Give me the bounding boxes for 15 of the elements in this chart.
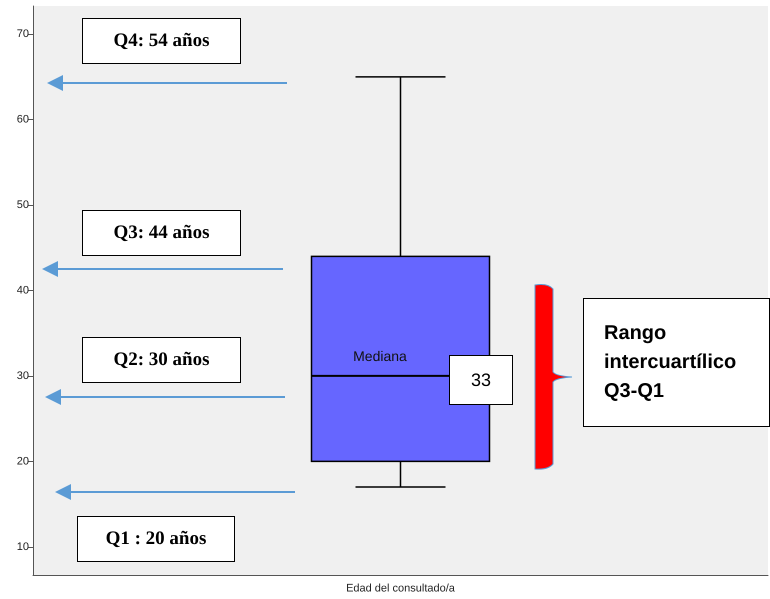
text-box: Q3: 44 años: [82, 210, 241, 256]
text-box: Rango intercuartílico Q3-Q1: [583, 298, 770, 427]
text-box: Q1 : 20 años: [77, 516, 235, 562]
x-tick-label: Edad del consultado/a: [346, 582, 456, 594]
y-tick-label: 10: [16, 540, 29, 553]
y-tick-label: 70: [16, 28, 29, 40]
annotation: Mediana: [352, 348, 408, 364]
text-box: 33: [449, 355, 513, 405]
text-box: Q4: 54 años: [82, 18, 241, 64]
y-tick-label: 60: [16, 114, 29, 126]
y-tick-label: 30: [16, 370, 29, 382]
y-tick-label: 20: [16, 455, 29, 468]
text-box: Q2: 30 años: [82, 337, 241, 383]
y-tick-label: 40: [16, 284, 29, 296]
y-tick-label: 50: [16, 199, 29, 212]
